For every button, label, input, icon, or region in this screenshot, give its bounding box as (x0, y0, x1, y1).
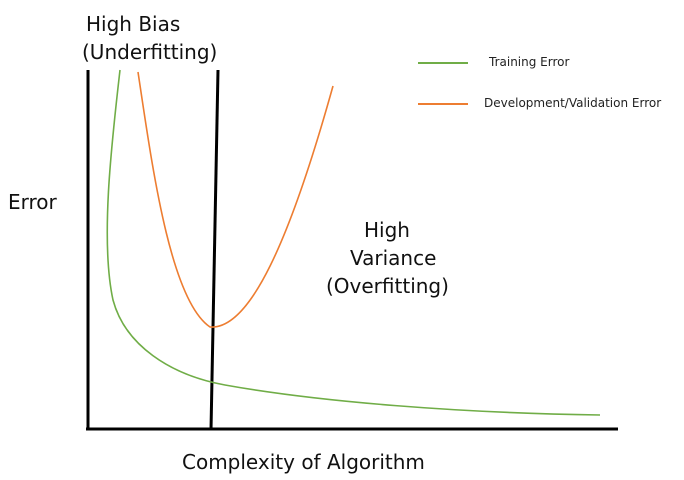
high-variance-label-line1: High (364, 218, 410, 242)
validation-error-curve (137, 71, 334, 328)
overfitting-label: (Overfitting) (326, 274, 449, 298)
underfitting-label: (Underfitting) (82, 40, 218, 64)
training-error-curve (106, 69, 601, 416)
high-bias-label: High Bias (86, 12, 181, 36)
high-variance-label-line2: Variance (350, 246, 437, 270)
x-axis-label: Complexity of Algorithm (182, 450, 425, 474)
legend-training-label: Training Error (489, 55, 570, 69)
legend-validation-label: Development/Validation Error (484, 96, 662, 110)
legend-training-swatch (418, 62, 468, 64)
y-axis-label: Error (8, 190, 57, 214)
optimal-divider-line (209, 69, 220, 431)
legend-validation-swatch (418, 103, 468, 105)
